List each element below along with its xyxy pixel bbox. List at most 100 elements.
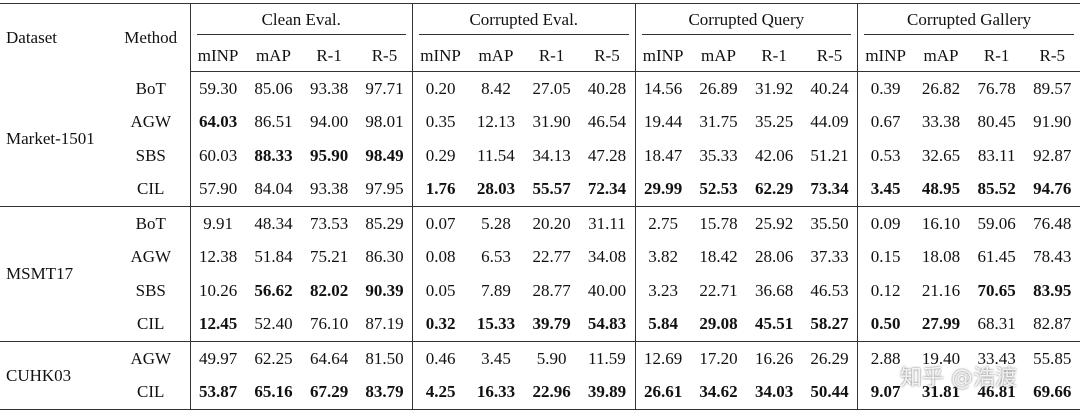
value-cell: 94.00 <box>309 112 349 132</box>
data-row: Market-1501 BoT 59.30 85.06 93.38 97.71 0.20 8.… <box>0 71 1080 207</box>
value-cell: 37.33 <box>801 240 859 274</box>
value-cell: 76.10 <box>301 307 357 342</box>
value-cell: 15.33 <box>468 307 524 342</box>
value-cell: 14.56 <box>643 78 683 98</box>
value-cell: 56.62 <box>246 274 302 308</box>
metric-header: mAP <box>913 40 969 72</box>
value-cell: 25.92 <box>754 213 794 233</box>
value-cell: 2.75 <box>648 213 678 233</box>
value-cell: 31.90 <box>532 112 571 132</box>
value-cell: 4.25 <box>413 376 469 410</box>
value-cell: 31.92 <box>754 78 794 98</box>
value-text: 45.51 <box>754 314 794 334</box>
group-header: Corrupted Eval. <box>412 3 636 40</box>
value-cell: 12.38 <box>198 247 238 267</box>
value-cell: 29.08 <box>690 307 747 342</box>
value-cell: 19.40 <box>921 348 961 368</box>
value-text: 73.34 <box>810 179 849 199</box>
value-text: 83.95 <box>1033 280 1072 300</box>
metric-header: mINP <box>412 40 469 72</box>
value-cell: 28.06 <box>754 247 794 267</box>
value-cell: 87.19 <box>356 307 413 342</box>
value-text: 34.62 <box>699 382 738 402</box>
value-cell: 88.33 <box>246 139 302 173</box>
value-cell: 64.64 <box>309 348 349 368</box>
value-cell: 91.90 <box>1033 112 1072 132</box>
value-cell: 0.46 <box>425 348 456 368</box>
value-text: 83.79 <box>365 382 404 402</box>
value-text: 0.32 <box>425 314 456 334</box>
value-text: 22.96 <box>532 382 571 402</box>
metric-header: mAP <box>690 40 747 72</box>
value-cell: 18.47 <box>643 145 683 165</box>
value-cell: 31.75 <box>699 112 738 132</box>
value-cell: 45.51 <box>746 307 802 342</box>
value-cell: 0.53 <box>870 145 901 165</box>
data-row: SBS 60.03 88.33 95.90 98.49 0.29 11.54 34.13 47.… <box>0 139 1080 173</box>
value-cell: 93.38 <box>309 78 349 98</box>
value-cell: 86.51 <box>254 112 293 132</box>
value-cell: 21.16 <box>921 280 961 300</box>
value-cell: 98.49 <box>356 139 413 173</box>
value-text: 54.83 <box>587 314 627 334</box>
value-text: 85.52 <box>977 179 1016 199</box>
value-cell: 8.42 <box>481 78 511 98</box>
value-text: 3.45 <box>870 179 901 199</box>
value-cell: 55.85 <box>1033 348 1072 368</box>
value-cell: 26.61 <box>635 376 691 410</box>
value-cell: 57.90 <box>190 172 246 207</box>
value-text: 26.61 <box>643 382 683 402</box>
value-cell: 5.84 <box>635 307 691 342</box>
value-cell: 26.82 <box>921 78 961 98</box>
value-cell: 60.03 <box>198 145 238 165</box>
metric-header: R-1 <box>746 40 802 72</box>
value-cell: 49.97 <box>198 348 238 368</box>
value-text: 55.57 <box>532 179 571 199</box>
value-cell: 0.29 <box>425 145 456 165</box>
value-text: 56.62 <box>254 280 293 300</box>
method-cell: BoT <box>112 71 191 106</box>
value-cell: 92.87 <box>1033 145 1072 165</box>
value-text: 52.53 <box>699 179 738 199</box>
metric-header: R-1 <box>968 40 1025 72</box>
method-cell: AGW <box>112 105 191 139</box>
method-cell: SBS <box>112 274 191 308</box>
header-row: Dataset Method Clean Eval. Corrupted Eval. C… <box>0 3 1080 72</box>
value-cell: 28.77 <box>532 280 571 300</box>
header-cell: Dataset <box>6 27 57 47</box>
value-text: 28.03 <box>476 179 516 199</box>
metric-header: mAP <box>245 40 302 72</box>
metric-header: R-5 <box>801 40 859 72</box>
metric-header: R-5 <box>356 40 413 72</box>
value-cell: 3.45 <box>481 348 511 368</box>
value-cell: 62.25 <box>254 348 293 368</box>
results-table: Dataset Method Clean Eval. Corrupted Eval. C… <box>0 3 1080 410</box>
value-cell: 40.28 <box>579 71 636 106</box>
value-cell: 0.39 <box>870 78 901 98</box>
value-cell: 2.88 <box>870 348 901 368</box>
value-cell: 55.57 <box>523 172 580 207</box>
metric-header: R-1 <box>523 40 580 72</box>
value-cell: 0.35 <box>425 112 456 132</box>
method-cell: CIL <box>112 375 191 410</box>
metric-header: mINP <box>635 40 691 72</box>
metric-header: mAP <box>468 40 524 72</box>
value-cell: 5.28 <box>481 213 511 233</box>
method-cell: AGW <box>112 341 191 376</box>
value-text: 9.07 <box>870 382 901 402</box>
value-cell: 35.25 <box>754 112 794 132</box>
value-cell: 85.29 <box>356 206 413 241</box>
value-cell: 7.89 <box>481 280 511 300</box>
value-cell: 12.13 <box>476 112 516 132</box>
value-cell: 70.65 <box>969 274 1025 308</box>
value-text: 39.79 <box>532 314 571 334</box>
data-row: AGW 64.03 86.51 94.00 98.01 0.35 12.13 31.90 46.… <box>0 105 1080 139</box>
value-cell: 44.09 <box>801 105 859 139</box>
value-text: 64.03 <box>198 112 238 132</box>
value-text: 0.50 <box>870 314 901 334</box>
value-cell: 3.82 <box>648 247 678 267</box>
value-text: 5.84 <box>648 314 678 334</box>
value-cell: 85.06 <box>254 78 293 98</box>
value-text: 94.76 <box>1033 179 1072 199</box>
